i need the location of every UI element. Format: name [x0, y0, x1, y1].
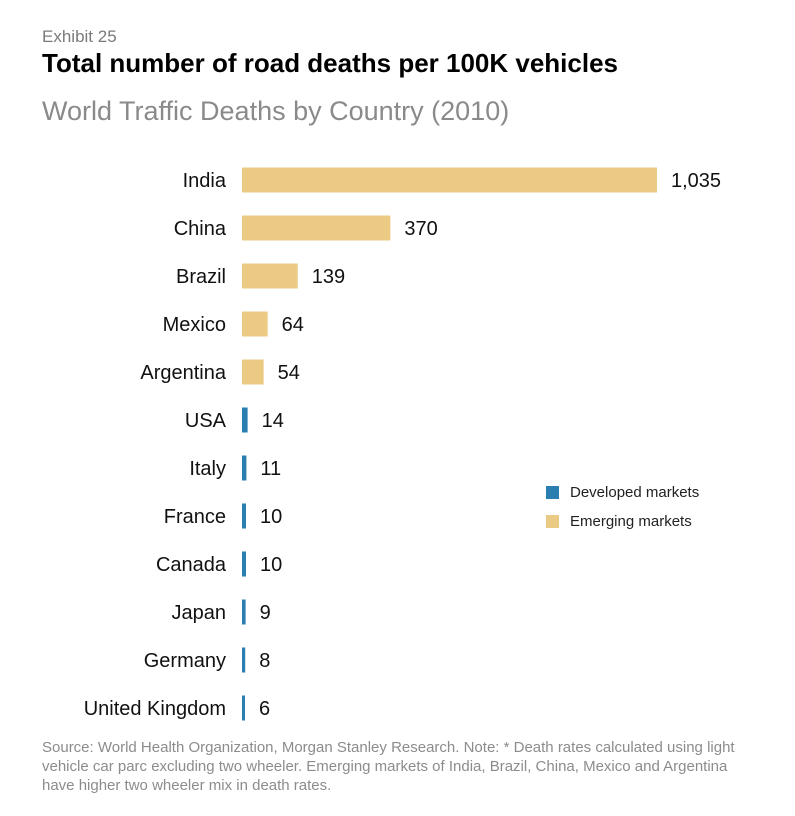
bar-germany — [242, 647, 246, 673]
category-label-italy: Italy — [189, 458, 226, 480]
legend-swatch-developed — [546, 486, 559, 499]
category-label-india: India — [183, 170, 227, 192]
category-label-united-kingdom: United Kingdom — [84, 698, 226, 720]
bar-brazil — [242, 263, 298, 289]
exhibit-label: Exhibit 25 — [42, 27, 117, 46]
bar-france — [242, 503, 247, 529]
chart-title: Total number of road deaths per 100K veh… — [42, 48, 619, 78]
chart-subtitle: World Traffic Deaths by Country (2010) — [42, 96, 510, 126]
legend-label-emerging: Emerging markets — [570, 513, 692, 530]
category-label-brazil: Brazil — [176, 266, 226, 288]
category-label-china: China — [174, 218, 227, 240]
bar-united-kingdom — [242, 695, 245, 721]
category-label-argentina: Argentina — [140, 362, 226, 384]
category-label-france: France — [164, 506, 226, 528]
value-label-japan: 9 — [260, 602, 271, 624]
category-label-germany: Germany — [144, 650, 226, 672]
bar-chart: India 1,035 China 370 Brazil 139 Mexico 64 Argen… — [84, 167, 721, 721]
legend-item-developed: Developed markets — [546, 478, 699, 507]
category-label-japan: Japan — [172, 602, 227, 624]
value-label-india: 1,035 — [671, 170, 721, 192]
bar-india — [242, 167, 657, 193]
value-label-brazil: 139 — [312, 266, 345, 288]
category-label-usa: USA — [185, 410, 227, 432]
category-label-mexico: Mexico — [163, 314, 226, 336]
bar-china — [242, 215, 391, 241]
value-label-germany: 8 — [259, 650, 270, 672]
value-label-france: 10 — [260, 506, 282, 528]
value-label-united-kingdom: 6 — [259, 698, 270, 720]
bar-mexico — [242, 311, 268, 337]
value-label-china: 370 — [404, 218, 437, 240]
category-label-canada: Canada — [156, 554, 227, 576]
source-note: Source: World Health Organization, Morga… — [42, 739, 735, 794]
bar-japan — [242, 599, 246, 625]
value-label-mexico: 64 — [282, 314, 304, 336]
bar-usa — [242, 407, 248, 433]
value-label-usa: 14 — [262, 410, 284, 432]
legend-swatch-emerging — [546, 515, 559, 528]
legend-label-developed: Developed markets — [570, 484, 700, 501]
bar-argentina — [242, 359, 264, 385]
value-label-argentina: 54 — [278, 362, 300, 384]
legend-item-emerging: Emerging markets — [546, 507, 699, 536]
bar-italy — [242, 455, 247, 481]
value-label-canada: 10 — [260, 554, 282, 576]
bar-canada — [242, 551, 247, 577]
value-label-italy: 11 — [260, 458, 281, 480]
legend: Developed markets Emerging markets — [546, 478, 699, 536]
